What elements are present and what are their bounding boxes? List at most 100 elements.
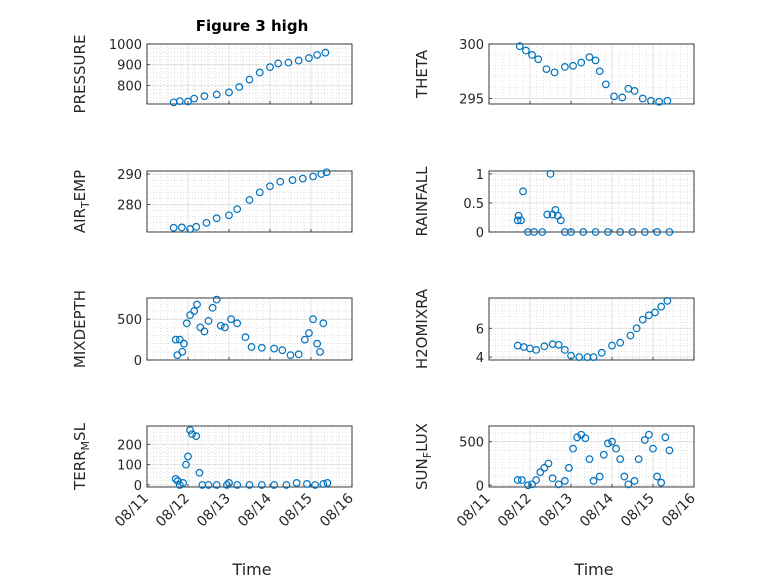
subplot-5: 0 500 MIXDEPTH	[71, 290, 353, 369]
chart-title: Figure 3 high	[196, 17, 309, 35]
data-point	[200, 327, 209, 336]
data-point	[192, 432, 201, 441]
data-point	[225, 479, 233, 487]
data-point	[169, 223, 178, 232]
data-point	[257, 481, 266, 489]
data-point	[319, 319, 328, 328]
data-point	[616, 455, 625, 464]
data-point	[532, 476, 541, 484]
y-tick-label: 0.5	[463, 197, 484, 212]
data-point	[193, 300, 201, 309]
data-point	[540, 463, 549, 472]
data-point	[212, 295, 221, 304]
data-point	[517, 216, 525, 225]
y-axis-label-part: AIR	[71, 208, 89, 233]
y-tick-label: 800	[117, 79, 142, 94]
y-tick-label: 0	[134, 354, 142, 369]
data-point	[634, 455, 643, 464]
data-point	[548, 474, 557, 483]
y-axis-label: MIXDEPTH	[71, 290, 89, 368]
y-axis-label-part: RAINFALL	[413, 166, 431, 237]
axes-box	[146, 43, 353, 105]
x-tick-label: 08/16	[317, 490, 357, 530]
data-point	[311, 481, 320, 489]
data-point	[616, 338, 625, 347]
data-point	[528, 51, 536, 59]
data-point	[300, 335, 309, 344]
data-point	[601, 80, 610, 89]
data-point	[212, 481, 221, 489]
data-point	[188, 430, 197, 439]
data-point	[309, 315, 317, 324]
data-point	[532, 346, 541, 354]
data-point	[560, 346, 569, 354]
data-point	[560, 63, 569, 71]
x-axis-label-right: Time	[573, 560, 613, 579]
x-axis-label-left: Time	[231, 560, 271, 579]
data-point	[546, 170, 555, 178]
data-point	[282, 481, 291, 489]
data-point	[653, 472, 661, 481]
data-point	[554, 480, 563, 489]
data-point	[608, 437, 616, 446]
y-tick-label: 500	[459, 436, 484, 451]
data-point	[200, 92, 209, 101]
data-point	[321, 48, 330, 57]
data-point	[591, 56, 600, 65]
data-point	[567, 351, 575, 360]
data-point	[626, 331, 635, 340]
data-point	[294, 56, 303, 65]
data-point	[286, 351, 295, 360]
data-point	[316, 347, 324, 356]
axes-box	[146, 425, 353, 488]
data-point	[517, 476, 526, 484]
data-point	[663, 96, 672, 105]
data-point	[604, 439, 612, 448]
data-point	[303, 480, 311, 488]
y-axis-label-part: LUX	[413, 423, 431, 452]
data-point	[579, 228, 588, 236]
data-point	[182, 319, 191, 328]
data-point	[184, 97, 192, 106]
y-axis-label: THETA	[413, 49, 431, 99]
data-point	[577, 58, 586, 67]
data-point	[628, 228, 637, 236]
data-point	[195, 468, 204, 477]
data-point	[565, 463, 573, 472]
y-axis-label-part: H2OMIXRA	[413, 288, 431, 369]
data-point	[182, 460, 190, 469]
axes-box	[146, 297, 353, 361]
subplot-8: 0 500 SUNFLUX 08/11 08/12 08/13 08/14 08/15 08/1…	[413, 423, 699, 530]
data-point	[323, 479, 332, 487]
data-point	[624, 480, 633, 489]
data-point	[216, 321, 225, 330]
y-tick-label: 0	[476, 226, 484, 241]
data-point	[632, 324, 641, 333]
data-point	[313, 51, 322, 59]
data-point	[640, 436, 649, 444]
data-point	[274, 59, 283, 68]
data-point	[186, 426, 194, 434]
data-point	[515, 42, 524, 51]
y-tick-label: 300	[459, 38, 484, 53]
subplot-7: 0 100 200 TERRMSL 08/11 08/12 08/13 08/14 08/15 0…	[71, 422, 357, 530]
x-tick-label: 08/13	[536, 491, 576, 531]
data-point	[186, 311, 194, 320]
y-tick-label: 500	[117, 313, 142, 328]
data-point	[190, 307, 199, 315]
data-point	[294, 350, 303, 359]
data-point	[616, 228, 625, 236]
data-point	[175, 335, 184, 344]
axes-box	[488, 43, 695, 105]
y-axis-label-subscript: M	[79, 441, 92, 451]
data-point	[319, 480, 328, 488]
y-axis-label: PRESSURE	[71, 35, 89, 114]
x-tick-label: 08/14	[577, 490, 617, 530]
data-point	[266, 182, 274, 191]
data-point	[175, 97, 184, 106]
data-point	[196, 323, 205, 332]
data-point	[595, 67, 604, 76]
y-axis-label: TERRMSL	[71, 422, 92, 491]
